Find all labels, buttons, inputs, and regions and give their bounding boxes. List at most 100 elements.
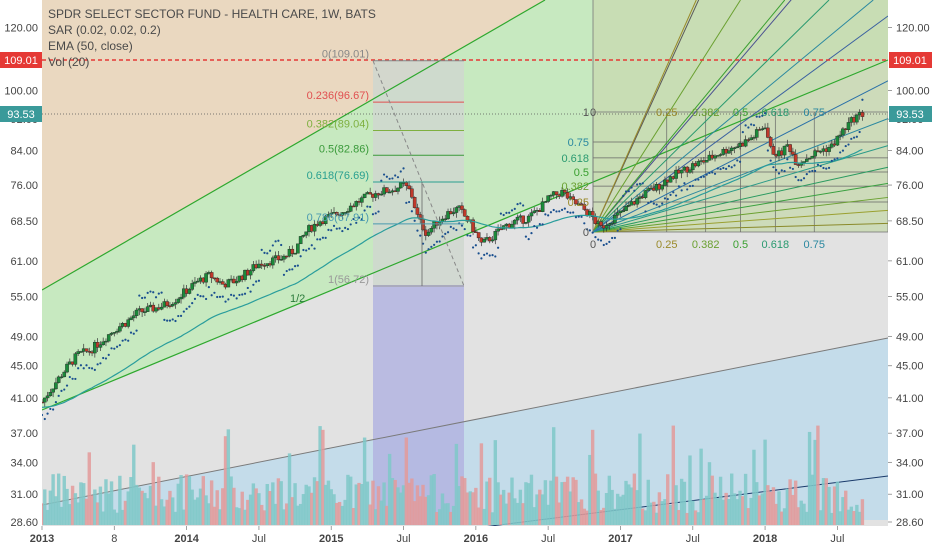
volume-bar xyxy=(721,499,726,525)
sar-dot xyxy=(599,239,603,242)
candle-body xyxy=(232,278,236,284)
candle-body xyxy=(98,344,103,348)
sar-dot xyxy=(168,319,172,322)
sar-dot xyxy=(332,224,336,227)
volume-bar xyxy=(296,505,300,525)
sar-dot xyxy=(382,173,386,176)
volume-bar xyxy=(393,479,397,525)
sar-dot xyxy=(588,229,591,232)
volume-bar xyxy=(290,497,294,525)
candle-body xyxy=(56,376,61,383)
sar-dot xyxy=(249,290,252,293)
volume-bar xyxy=(557,502,561,525)
candle-body xyxy=(746,139,751,141)
volume-bar xyxy=(315,481,320,525)
candle-body xyxy=(860,112,865,117)
volume-bar xyxy=(585,510,589,525)
sar-dot xyxy=(268,249,272,252)
sar-dot xyxy=(627,190,630,193)
volume-bar xyxy=(663,499,667,525)
sar-dot xyxy=(791,167,794,171)
sar-dot xyxy=(777,172,781,175)
sar-dot xyxy=(188,305,191,308)
volume-bar xyxy=(90,495,94,525)
volume-bar xyxy=(109,481,114,525)
sar-dot xyxy=(552,208,555,212)
candle-body xyxy=(451,212,456,215)
volume-bar xyxy=(468,491,472,525)
volume-bar xyxy=(610,489,614,525)
volume-bar xyxy=(54,496,58,525)
gann-steep-ray xyxy=(592,0,741,233)
candle-body xyxy=(604,225,609,229)
volume-bar xyxy=(260,504,264,525)
volume-bar xyxy=(852,510,856,525)
sar-dot xyxy=(722,166,725,170)
volume-bar xyxy=(755,482,759,525)
candle-body xyxy=(471,219,475,232)
sar-dot xyxy=(93,368,96,371)
sar-dot xyxy=(619,228,622,231)
volume-bar xyxy=(76,502,80,525)
volume-bar xyxy=(749,497,753,525)
volume-bar xyxy=(618,496,623,525)
gann-labels: 0 0.25 0.382 0.5 0.618 0.75 0 0.25 0.382 0.5 0.618… xyxy=(561,107,824,251)
sar-dot xyxy=(855,135,858,138)
volume-bar xyxy=(699,448,703,525)
candle-body xyxy=(296,243,300,254)
sar-dot xyxy=(688,184,692,188)
volume-bar xyxy=(780,511,784,525)
volume-bar xyxy=(666,474,670,525)
volume-bar xyxy=(857,511,862,525)
y-tick-label: 76.00 xyxy=(896,180,924,192)
volume-bar xyxy=(476,507,481,525)
gann-steep-ray xyxy=(592,0,874,233)
volume-bar xyxy=(674,485,678,525)
volume-bar xyxy=(184,474,189,525)
candle-body xyxy=(830,143,834,148)
sar-dot xyxy=(608,240,611,243)
sar-dot xyxy=(752,124,756,127)
sar-dot xyxy=(513,207,516,210)
volume-bar xyxy=(104,479,108,525)
volume-bar xyxy=(243,509,247,525)
sar-dot xyxy=(216,295,219,299)
sar-dot xyxy=(538,223,541,226)
volume-bar xyxy=(437,509,442,525)
volume-bar xyxy=(176,483,180,525)
candle-body xyxy=(73,353,78,365)
sar-dot xyxy=(207,285,210,289)
sar-dot xyxy=(741,131,744,134)
volume-bar xyxy=(45,509,50,525)
sar-dot xyxy=(544,213,547,216)
volume-bar xyxy=(337,501,342,525)
volume-bar xyxy=(351,508,356,525)
sar-dot xyxy=(533,224,536,228)
sar-dot xyxy=(836,157,839,160)
sar-dot xyxy=(238,293,241,297)
sar-dot xyxy=(597,238,600,241)
sar-dot xyxy=(221,295,224,298)
volume-bar xyxy=(793,480,798,525)
volume-bar xyxy=(710,475,714,525)
sar-dot xyxy=(427,248,430,251)
candle-body xyxy=(754,129,759,138)
candle-body xyxy=(65,363,69,373)
sar-dot xyxy=(471,246,475,249)
candle-body xyxy=(782,145,787,156)
volume-bar xyxy=(613,508,617,525)
sar-dot xyxy=(338,227,341,230)
sar-dot xyxy=(574,216,578,219)
volume-bar xyxy=(679,478,684,525)
sar-dot xyxy=(299,255,302,258)
volume-bar xyxy=(743,473,748,525)
volume-bar xyxy=(571,477,575,525)
sar-dot xyxy=(160,291,163,294)
candle-body xyxy=(563,190,567,193)
sar-dot xyxy=(624,190,628,193)
candle-body xyxy=(301,235,306,237)
candle-body xyxy=(841,128,845,136)
volume-bar xyxy=(807,431,812,525)
sar-dot xyxy=(357,216,361,219)
